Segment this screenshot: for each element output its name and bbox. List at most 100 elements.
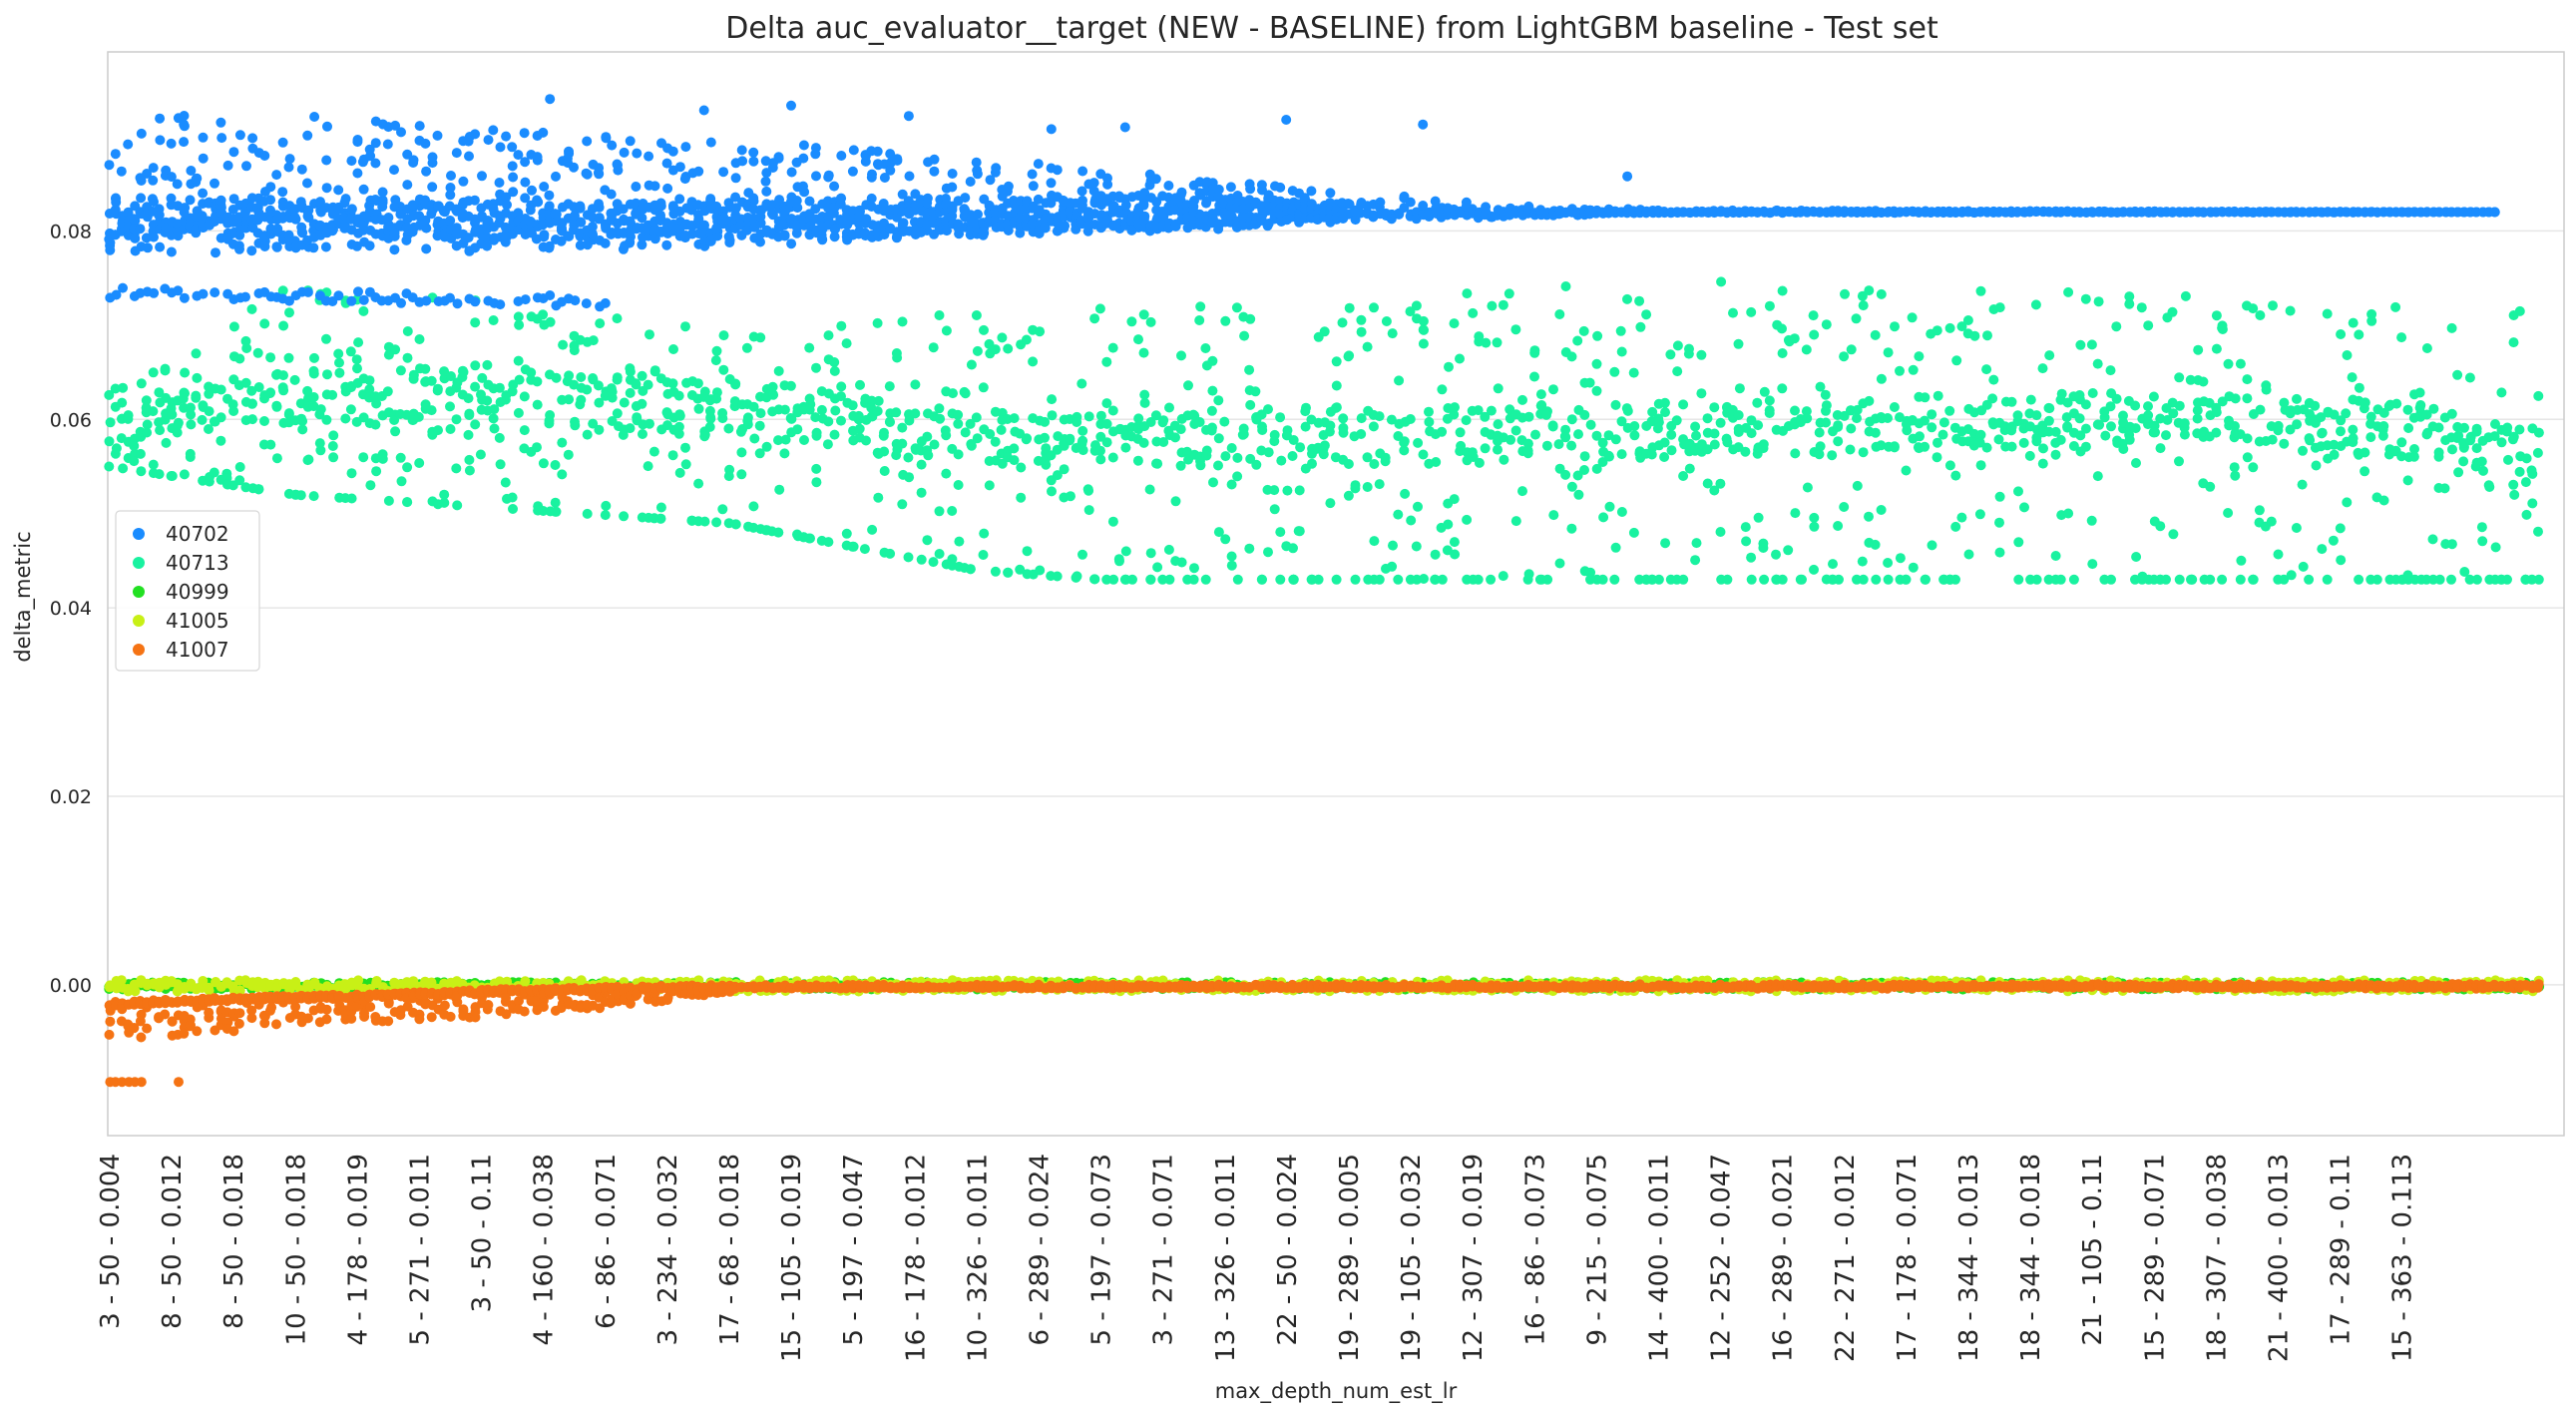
point-40702 (601, 238, 611, 248)
point-40713 (873, 318, 883, 328)
point-40713 (167, 403, 177, 413)
point-40713 (848, 400, 858, 410)
point-40713 (427, 376, 437, 386)
point-40713 (961, 388, 971, 398)
point-40713 (1227, 561, 1237, 571)
point-40713 (1511, 426, 1521, 436)
point-40713 (414, 458, 424, 468)
point-40713 (804, 343, 814, 353)
point-40713 (1152, 562, 1162, 572)
point-40702 (371, 138, 381, 148)
point-40713 (2075, 340, 2085, 350)
point-40702 (352, 169, 362, 179)
point-40713 (1462, 415, 1472, 425)
point-40713 (1108, 453, 1118, 463)
point-40702 (210, 179, 219, 189)
point-40713 (644, 419, 654, 429)
point-40713 (1016, 463, 1026, 473)
point-40702 (737, 145, 747, 155)
point-40713 (1047, 486, 1057, 496)
point-40713 (2366, 316, 2376, 326)
point-40713 (346, 404, 356, 414)
point-40713 (1146, 548, 1156, 558)
point-40713 (1455, 354, 1465, 364)
point-40713 (1289, 575, 1299, 585)
point-40713 (922, 535, 932, 545)
point-40713 (1462, 288, 1472, 298)
point-40702 (731, 173, 741, 183)
point-40702 (285, 154, 295, 164)
point-40713 (2360, 448, 2369, 458)
point-40713 (1114, 556, 1124, 566)
point-40713 (1511, 516, 1521, 526)
point-40713 (656, 503, 666, 513)
point-40713 (2093, 359, 2103, 369)
point-40713 (2514, 425, 2524, 435)
point-40713 (186, 449, 196, 459)
point-40713 (1777, 383, 1787, 393)
point-40713 (1239, 331, 1249, 341)
point-40713 (2298, 446, 2308, 456)
point-40713 (470, 419, 480, 429)
point-40713 (680, 321, 690, 331)
point-40702 (199, 154, 209, 164)
point-40713 (724, 471, 734, 481)
point-40702 (948, 169, 958, 179)
point-40713 (2224, 359, 2234, 369)
point-40713 (1462, 515, 1472, 525)
point-40713 (2081, 399, 2091, 409)
point-40713 (2534, 428, 2544, 438)
point-40713 (1468, 308, 1478, 318)
point-40713 (1529, 372, 1539, 382)
point-40713 (2336, 555, 2346, 565)
point-40713 (2415, 388, 2425, 398)
point-40713 (1275, 412, 1285, 422)
point-40713 (1902, 466, 1912, 476)
point-40713 (879, 447, 889, 457)
point-40713 (470, 360, 480, 370)
point-40713 (1567, 482, 1577, 492)
point-40713 (2348, 425, 2358, 435)
point-40713 (1932, 452, 1942, 462)
point-40713 (1244, 544, 1254, 554)
point-40713 (1777, 323, 1787, 333)
point-40713 (2274, 550, 2284, 560)
point-40713 (1275, 527, 1285, 537)
point-40713 (104, 462, 114, 472)
point-40713 (1927, 409, 1936, 419)
point-40713 (557, 469, 567, 479)
point-40713 (272, 453, 282, 463)
point-40702 (180, 293, 190, 303)
point-40713 (948, 388, 958, 398)
point-40713 (2522, 453, 2532, 463)
point-40713 (1778, 575, 1788, 585)
point-40713 (1592, 359, 1602, 369)
point-40713 (532, 376, 542, 386)
point-40713 (2267, 517, 2277, 527)
point-40713 (674, 429, 684, 439)
point-40713 (711, 394, 721, 404)
point-40713 (1164, 545, 1174, 555)
point-40702 (1418, 120, 1428, 130)
point-40713 (1345, 303, 1355, 313)
point-40713 (2268, 300, 2278, 310)
point-40713 (508, 504, 518, 514)
point-40713 (1443, 520, 1453, 530)
point-40713 (1350, 483, 1360, 493)
point-40702 (656, 199, 666, 209)
point-40713 (2527, 498, 2537, 508)
point-40713 (934, 403, 944, 413)
point-40702 (284, 163, 294, 173)
point-40713 (564, 450, 574, 460)
point-40713 (595, 318, 605, 328)
point-40713 (2292, 419, 2302, 429)
point-40702 (520, 128, 530, 138)
point-40713 (2106, 421, 2116, 431)
point-40713 (2249, 575, 2259, 585)
point-40713 (1846, 445, 1856, 455)
point-40713 (1864, 512, 1874, 522)
point-40702 (867, 170, 877, 180)
point-40713 (2361, 397, 2370, 407)
point-40713 (811, 464, 821, 474)
